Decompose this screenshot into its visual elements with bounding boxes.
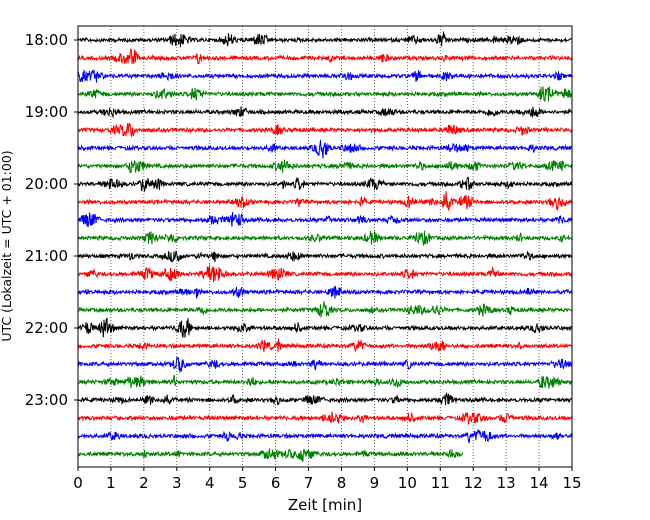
seismogram-trace <box>77 159 573 174</box>
x-axis-ticks: 0 1 2 3 4 5 6 7 8 9 10 11 12 13 14 15 <box>73 467 582 492</box>
plot-frame <box>77 25 573 468</box>
seismogram-trace <box>77 48 573 65</box>
seismogram-trace <box>77 317 573 338</box>
x-tick-label: 7 <box>304 474 314 492</box>
seismogram-trace <box>77 86 573 102</box>
x-tick-label: 1 <box>106 474 116 492</box>
seismogram-trace <box>77 285 573 299</box>
seismogram-trace <box>77 448 464 463</box>
seismogram-trace <box>77 230 573 247</box>
x-tick-label: 5 <box>238 474 248 492</box>
y-tick-label: 20:00 <box>25 175 68 193</box>
seismogram-trace <box>77 69 573 83</box>
seismogram-trace <box>77 211 573 228</box>
x-tick-label: 10 <box>398 474 417 492</box>
seismogram-trace <box>77 176 573 193</box>
y-tick-label: 22:00 <box>25 319 68 337</box>
x-tick-label: 15 <box>562 474 581 492</box>
seismogram-trace <box>77 139 573 159</box>
x-tick-label: 0 <box>73 474 83 492</box>
y-axis-label: UTC (Lokalzeit = UTC + 01:00) <box>0 150 14 341</box>
seismogram-trace <box>77 428 573 444</box>
y-tick-label: 23:00 <box>25 391 68 409</box>
seismogram-trace <box>77 374 573 389</box>
seismogram-trace <box>77 392 573 406</box>
seismogram-trace <box>77 31 573 48</box>
x-axis-label: Zeit [min] <box>288 496 362 514</box>
x-tick-label: 14 <box>530 474 549 492</box>
seismogram-trace <box>77 191 573 212</box>
seismogram-trace <box>77 356 573 373</box>
seismogram-trace <box>77 411 573 425</box>
x-tick-label: 4 <box>205 474 215 492</box>
seismogram-trace <box>77 301 573 318</box>
seismogram-trace <box>77 250 573 263</box>
x-tick-label: 2 <box>139 474 149 492</box>
x-tick-label: 11 <box>431 474 450 492</box>
seismogram-trace <box>77 338 573 353</box>
y-tick-label: 21:00 <box>25 247 68 265</box>
seismogram-trace <box>77 264 573 283</box>
x-tick-label: 9 <box>370 474 380 492</box>
seismogram-trace <box>77 106 573 119</box>
seismogram-traces <box>77 31 573 463</box>
x-tick-label: 8 <box>337 474 347 492</box>
x-tick-label: 3 <box>172 474 182 492</box>
x-tick-label: 6 <box>271 474 281 492</box>
x-tick-label: 13 <box>497 474 516 492</box>
y-tick-label: 19:00 <box>25 103 68 121</box>
y-axis-ticks: 18:00 19:00 20:00 21:00 22:00 23:00 <box>25 31 78 409</box>
y-tick-label: 18:00 <box>25 31 68 49</box>
seismogram-trace <box>77 122 573 138</box>
x-tick-label: 12 <box>464 474 483 492</box>
